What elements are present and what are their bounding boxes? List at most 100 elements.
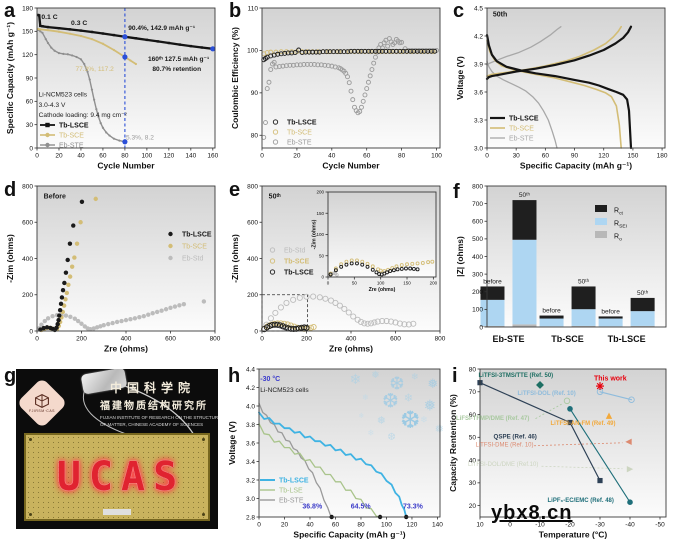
svg-text:-Zim (ohms): -Zim (ohms): [230, 234, 240, 283]
watermark: ybx8.cn: [491, 502, 573, 524]
svg-text:30: 30: [26, 122, 34, 129]
svg-text:180: 180: [22, 5, 33, 12]
svg-text:150: 150: [403, 281, 411, 286]
panel-letter-c: c: [453, 0, 465, 22]
panel-a-cycling-chart: 0 20 40 60 80 100 120 140 160 0 30 60 90 120 150 180 Cyc…: [0, 0, 225, 178]
svg-text:400: 400: [472, 254, 483, 261]
svg-text:400: 400: [346, 336, 357, 343]
svg-text:200: 200: [247, 292, 258, 299]
svg-text:77.3%, 117.2: 77.3%, 117.2: [75, 66, 114, 73]
svg-text:Tb-SCE: Tb-SCE: [59, 132, 84, 139]
svg-text:QSPE (Ref. 46): QSPE (Ref. 46): [494, 433, 537, 440]
svg-text:800: 800: [210, 336, 221, 343]
svg-text:4.5: 4.5: [474, 5, 483, 12]
svg-text:0: 0: [485, 153, 489, 160]
svg-text:Ro: Ro: [614, 233, 622, 242]
svg-text:20: 20: [293, 153, 301, 160]
svg-text:LiFSI-TFMP/DME (Ref. 47): LiFSI-TFMP/DME (Ref. 47): [456, 416, 529, 422]
panel-letter-a: a: [4, 0, 16, 22]
svg-text:800: 800: [472, 183, 483, 190]
svg-text:800: 800: [247, 183, 258, 190]
panel-letter-d: d: [4, 179, 17, 201]
svg-text:200: 200: [76, 336, 87, 343]
svg-text:Specific Capacity (mAh g⁻¹): Specific Capacity (mAh g⁻¹): [520, 161, 632, 171]
svg-text:Eb-STE: Eb-STE: [287, 139, 312, 146]
svg-text:64.5%: 64.5%: [351, 504, 372, 511]
svg-text:❄: ❄: [368, 429, 375, 438]
svg-text:100: 100: [316, 232, 324, 237]
board-screw: [202, 513, 205, 516]
svg-text:50: 50: [352, 281, 358, 286]
svg-text:60: 60: [469, 412, 477, 419]
svg-text:4.2: 4.2: [474, 33, 483, 40]
svg-text:50ᵗʰ: 50ᵗʰ: [519, 192, 531, 199]
svg-text:❄: ❄: [420, 414, 428, 424]
logo-label: FJIRSM·CAS: [29, 409, 55, 413]
panel-f-impedance-bars: before 50ᵗʰ Eb-STE before 50ᵗʰ Tb-SCE before 50…: [450, 178, 674, 363]
svg-text:180: 180: [657, 153, 668, 160]
svg-text:Eb-STE: Eb-STE: [492, 334, 524, 344]
svg-text:Temperature (°C): Temperature (°C): [539, 530, 608, 540]
svg-text:❅: ❅: [377, 415, 386, 427]
svg-text:200: 200: [22, 292, 33, 299]
svg-text:❄: ❄: [404, 393, 413, 405]
svg-text:600: 600: [165, 336, 176, 343]
svg-text:300: 300: [472, 271, 483, 278]
svg-text:5.3%, 8.2: 5.3%, 8.2: [126, 134, 154, 141]
svg-text:50: 50: [319, 253, 325, 258]
svg-text:-Zim (ohms): -Zim (ohms): [312, 219, 318, 249]
svg-text:4.2: 4.2: [246, 385, 255, 392]
svg-text:-20: -20: [565, 522, 575, 529]
svg-text:LiTFSI-AN-FM (Ref. 49): LiTFSI-AN-FM (Ref. 49): [551, 421, 616, 427]
svg-text:80.7% retention: 80.7% retention: [152, 66, 201, 73]
svg-text:120: 120: [22, 52, 33, 59]
svg-text:3.2: 3.2: [246, 477, 255, 484]
svg-text:Tb-LSCE: Tb-LSCE: [279, 477, 309, 484]
svg-text:0: 0: [479, 324, 483, 331]
panel-letter-e: e: [229, 179, 241, 201]
svg-text:Tb-LSE: Tb-LSE: [279, 487, 303, 494]
institute-en-line2: OF MATTER, CHINESE ACADEMY OF SCIENCES: [100, 421, 204, 427]
svg-text:before: before: [483, 278, 502, 285]
svg-text:0: 0: [35, 153, 39, 160]
svg-text:100: 100: [141, 153, 152, 160]
svg-text:❄: ❄: [411, 371, 419, 381]
svg-text:50ᵗʰ: 50ᵗʰ: [269, 194, 281, 201]
svg-text:Zre (ohms): Zre (ohms): [329, 344, 373, 354]
svg-text:60: 60: [26, 99, 34, 106]
panel-h-low-temp-chart: ❄ ❅ ❆ ❄ ❅ ❄ ❆ ❄ ❅ ❄ ❅ ❆ ❄ ❅ ❄ ❆ 0 20 40 60 80 100 120 140 2.8 3.0…: [225, 363, 450, 553]
svg-text:-10: -10: [535, 522, 545, 529]
svg-text:40: 40: [306, 522, 314, 529]
svg-text:❆: ❆: [400, 407, 420, 434]
institute-name-cn-line1: 中国科学院: [110, 381, 196, 395]
board-screw: [29, 513, 32, 516]
board-screw: [202, 438, 205, 441]
institute-name-en: FUJIAN INSTITUTE OF RESEARCH ON THE STRU…: [100, 415, 218, 429]
svg-text:❆: ❆: [382, 390, 399, 412]
svg-text:0: 0: [508, 522, 512, 529]
svg-text:100: 100: [377, 281, 385, 286]
led-breadboard: UCAS: [24, 433, 210, 521]
svg-text:120: 120: [407, 522, 418, 529]
svg-text:4.4: 4.4: [246, 366, 255, 373]
svg-text:❆: ❆: [389, 374, 404, 394]
svg-text:36.8%: 36.8%: [302, 504, 323, 511]
svg-text:3.0-4.3 V: 3.0-4.3 V: [39, 102, 66, 109]
svg-text:20: 20: [55, 153, 63, 160]
svg-text:110: 110: [248, 5, 259, 12]
svg-text:700: 700: [472, 201, 483, 208]
svg-text:80: 80: [357, 522, 365, 529]
svg-text:Before: Before: [44, 194, 66, 201]
svg-text:400: 400: [22, 256, 33, 263]
svg-text:400: 400: [247, 256, 258, 263]
svg-text:3.6: 3.6: [246, 440, 255, 447]
svg-text:Tb-LSCE: Tb-LSCE: [284, 269, 314, 276]
svg-text:60: 60: [332, 522, 340, 529]
svg-text:3.9: 3.9: [474, 61, 483, 68]
svg-text:73.3%: 73.3%: [403, 504, 424, 511]
panel-letter-f: f: [453, 181, 460, 203]
svg-text:Eb-STE: Eb-STE: [509, 135, 534, 142]
institute-logo: FJIRSM·CAS: [16, 377, 68, 429]
svg-text:before: before: [601, 308, 620, 315]
institute-name-cn-line2: 福建物质结构研究所: [100, 401, 208, 412]
